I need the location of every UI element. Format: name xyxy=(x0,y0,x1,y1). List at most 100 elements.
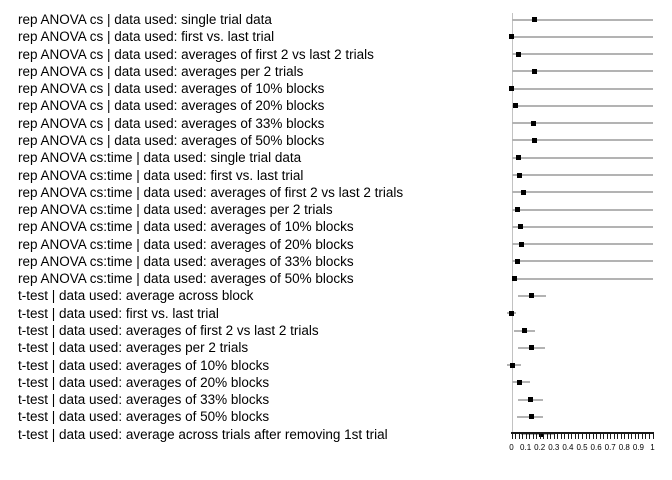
data-point-marker xyxy=(509,362,515,368)
axis-minor-tick xyxy=(564,434,566,439)
ci-line xyxy=(511,53,653,56)
data-point-marker xyxy=(528,397,534,403)
axis-minor-tick xyxy=(589,434,591,439)
row-label: rep ANOVA cs:time | data used: averages … xyxy=(18,271,354,287)
axis-minor-tick xyxy=(567,434,569,439)
data-point-marker xyxy=(517,379,523,385)
ci-line xyxy=(511,260,653,263)
axis-minor-tick xyxy=(599,434,601,439)
axis-minor-tick xyxy=(515,434,517,439)
ci-line xyxy=(511,104,653,107)
axis-minor-tick xyxy=(536,434,538,439)
data-point-marker xyxy=(532,137,538,143)
axis-tick-label: 0.1 xyxy=(520,443,532,452)
axis-minor-tick xyxy=(574,434,576,439)
row-label: rep ANOVA cs | data used: averages of 20… xyxy=(18,98,325,114)
data-point-marker xyxy=(516,155,522,161)
data-point-marker xyxy=(513,103,519,109)
data-point-marker xyxy=(514,258,520,264)
row-label: t-test | data used: averages of 33% bloc… xyxy=(18,392,270,408)
axis-minor-tick xyxy=(627,434,629,439)
axis-minor-tick xyxy=(624,434,626,439)
data-point-marker xyxy=(528,345,534,351)
ci-line xyxy=(511,70,653,73)
axis-minor-tick xyxy=(525,434,527,439)
ci-line xyxy=(511,122,653,125)
ci-line xyxy=(511,243,653,246)
row-label: t-test | data used: averages of first 2 … xyxy=(18,323,319,339)
axis-tick-label: 0 xyxy=(509,443,514,452)
row-label: rep ANOVA cs | data used: single trial d… xyxy=(18,12,272,27)
row-label: rep ANOVA cs:time | data used: averages … xyxy=(18,184,404,200)
data-point-marker xyxy=(532,68,538,74)
data-point-marker xyxy=(529,293,535,299)
data-point-marker xyxy=(532,17,538,22)
axis-minor-tick xyxy=(620,434,622,439)
axis-minor-tick xyxy=(582,434,583,439)
y-axis-line xyxy=(511,13,513,432)
row-label: rep ANOVA cs:time | data used: first vs.… xyxy=(18,167,304,183)
axis-tick-label: 0.7 xyxy=(604,443,616,452)
axis-minor-tick xyxy=(553,434,555,439)
data-point-marker xyxy=(515,207,521,213)
axis-tick-label: 0.8 xyxy=(618,443,630,452)
axis-minor-tick xyxy=(648,434,650,439)
row-label: rep ANOVA cs | data used: averages per 2… xyxy=(18,63,304,79)
ci-line xyxy=(511,208,653,211)
ci-line xyxy=(511,277,653,280)
row-label: rep ANOVA cs:time | data used: single tr… xyxy=(18,150,302,166)
axis-minor-tick xyxy=(511,434,513,439)
row-label: t-test | data used: averages of 20% bloc… xyxy=(18,374,270,390)
axis-minor-tick xyxy=(631,434,633,439)
row-label: rep ANOVA cs:time | data used: averages … xyxy=(18,236,354,252)
axis-minor-tick xyxy=(645,434,647,439)
row-label: t-test | data used: averages of 50% bloc… xyxy=(18,409,270,425)
axis-tick-label: 0.6 xyxy=(590,443,602,452)
data-point-marker xyxy=(509,86,514,92)
ci-line xyxy=(520,433,556,436)
data-point-marker xyxy=(509,34,514,40)
axis-tick-label: 0.2 xyxy=(534,443,546,452)
data-point-marker xyxy=(518,224,524,230)
axis-minor-tick xyxy=(550,434,552,439)
data-point-marker xyxy=(511,276,517,282)
axis-tick-label: 1 xyxy=(650,443,655,452)
ci-line xyxy=(511,87,653,90)
axis-minor-tick xyxy=(585,434,587,439)
data-point-marker xyxy=(516,51,522,57)
axis-minor-tick xyxy=(617,434,619,439)
axis-minor-tick xyxy=(518,434,520,439)
axis-minor-tick xyxy=(634,434,636,439)
data-point-marker xyxy=(516,172,522,178)
axis-minor-tick xyxy=(522,434,524,439)
row-label: rep ANOVA cs:time | data used: averages … xyxy=(18,202,333,218)
axis-tick-label: 0.5 xyxy=(576,443,588,452)
axis-tick-label: 0.9 xyxy=(632,443,644,452)
ci-line xyxy=(511,35,653,38)
row-label: t-test | data used: averages of 10% bloc… xyxy=(18,357,270,373)
row-label: rep ANOVA cs | data used: averages of 33… xyxy=(18,115,325,131)
data-point-marker xyxy=(538,431,544,437)
axis-minor-tick xyxy=(613,434,615,439)
ci-line xyxy=(511,156,653,159)
axis-minor-tick xyxy=(610,434,612,439)
axis-minor-tick xyxy=(557,434,559,439)
axis-minor-tick xyxy=(638,434,640,439)
row-label: rep ANOVA cs:time | data used: averages … xyxy=(18,253,354,269)
axis-minor-tick xyxy=(571,434,573,439)
axis-minor-tick xyxy=(543,434,545,439)
row-label: rep ANOVA cs | data used: averages of 10… xyxy=(18,81,325,97)
data-point-marker xyxy=(528,414,534,420)
row-label: rep ANOVA cs:time | data used: averages … xyxy=(18,219,354,235)
axis-minor-tick xyxy=(606,434,608,439)
ci-line xyxy=(511,191,653,194)
row-label: rep ANOVA cs | data used: first vs. last… xyxy=(18,29,275,45)
axis-minor-tick xyxy=(529,434,531,439)
axis-minor-tick xyxy=(546,434,548,439)
row-label: t-test | data used: first vs. last trial xyxy=(18,305,219,321)
ci-line xyxy=(511,139,653,142)
axis-minor-tick xyxy=(560,434,562,439)
data-point-marker xyxy=(530,120,536,126)
ci-line xyxy=(511,225,653,228)
